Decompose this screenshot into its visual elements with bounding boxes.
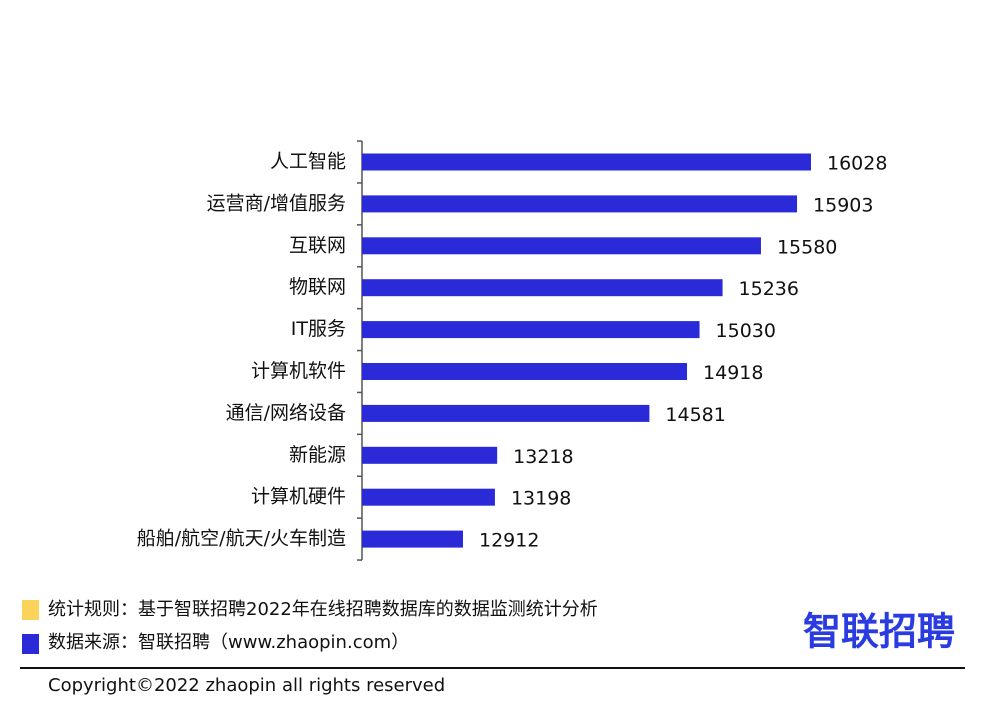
value-label: 13198 <box>511 488 571 510</box>
source-note: 数据来源：智联招聘（www.zhaopin.com） <box>48 632 409 653</box>
value-label: 15580 <box>777 236 837 258</box>
value-label: 12912 <box>479 530 539 552</box>
bar <box>362 530 463 548</box>
bar <box>362 195 798 213</box>
category-label: 物联网 <box>289 276 346 298</box>
rule-note: 统计规则：基于智联招聘2022年在线招聘数据库的数据监测统计分析 <box>48 599 598 620</box>
value-label: 13218 <box>513 446 573 468</box>
category-label: 通信/网络设备 <box>226 402 346 424</box>
bar <box>362 153 811 171</box>
legend-square <box>22 634 39 654</box>
category-label: 计算机软件 <box>251 360 346 382</box>
value-label: 14918 <box>703 362 763 384</box>
bar <box>362 488 495 506</box>
legend-square <box>22 600 39 620</box>
logo: 智联招聘 <box>803 610 955 654</box>
bar <box>362 363 688 380</box>
value-label: 15903 <box>813 194 873 216</box>
bar <box>362 446 498 464</box>
bar <box>362 279 723 297</box>
category-label: 计算机硬件 <box>251 486 346 508</box>
category-label: 船舶/航空/航天/火车制造 <box>137 528 346 550</box>
bar <box>362 237 761 255</box>
bar <box>362 321 700 339</box>
value-label: 16028 <box>827 153 887 175</box>
category-label: 新能源 <box>289 444 346 466</box>
value-label: 15236 <box>739 278 799 300</box>
category-label: IT服务 <box>291 318 346 340</box>
category-label: 运营商/增值服务 <box>207 192 346 214</box>
bar <box>362 404 650 422</box>
category-label: 互联网 <box>289 234 346 256</box>
category-label: 人工智能 <box>270 151 346 173</box>
copyright: Copyright©2022 zhaopin all rights reserv… <box>48 675 445 696</box>
value-label: 14581 <box>665 404 725 426</box>
value-label: 15030 <box>716 320 776 342</box>
